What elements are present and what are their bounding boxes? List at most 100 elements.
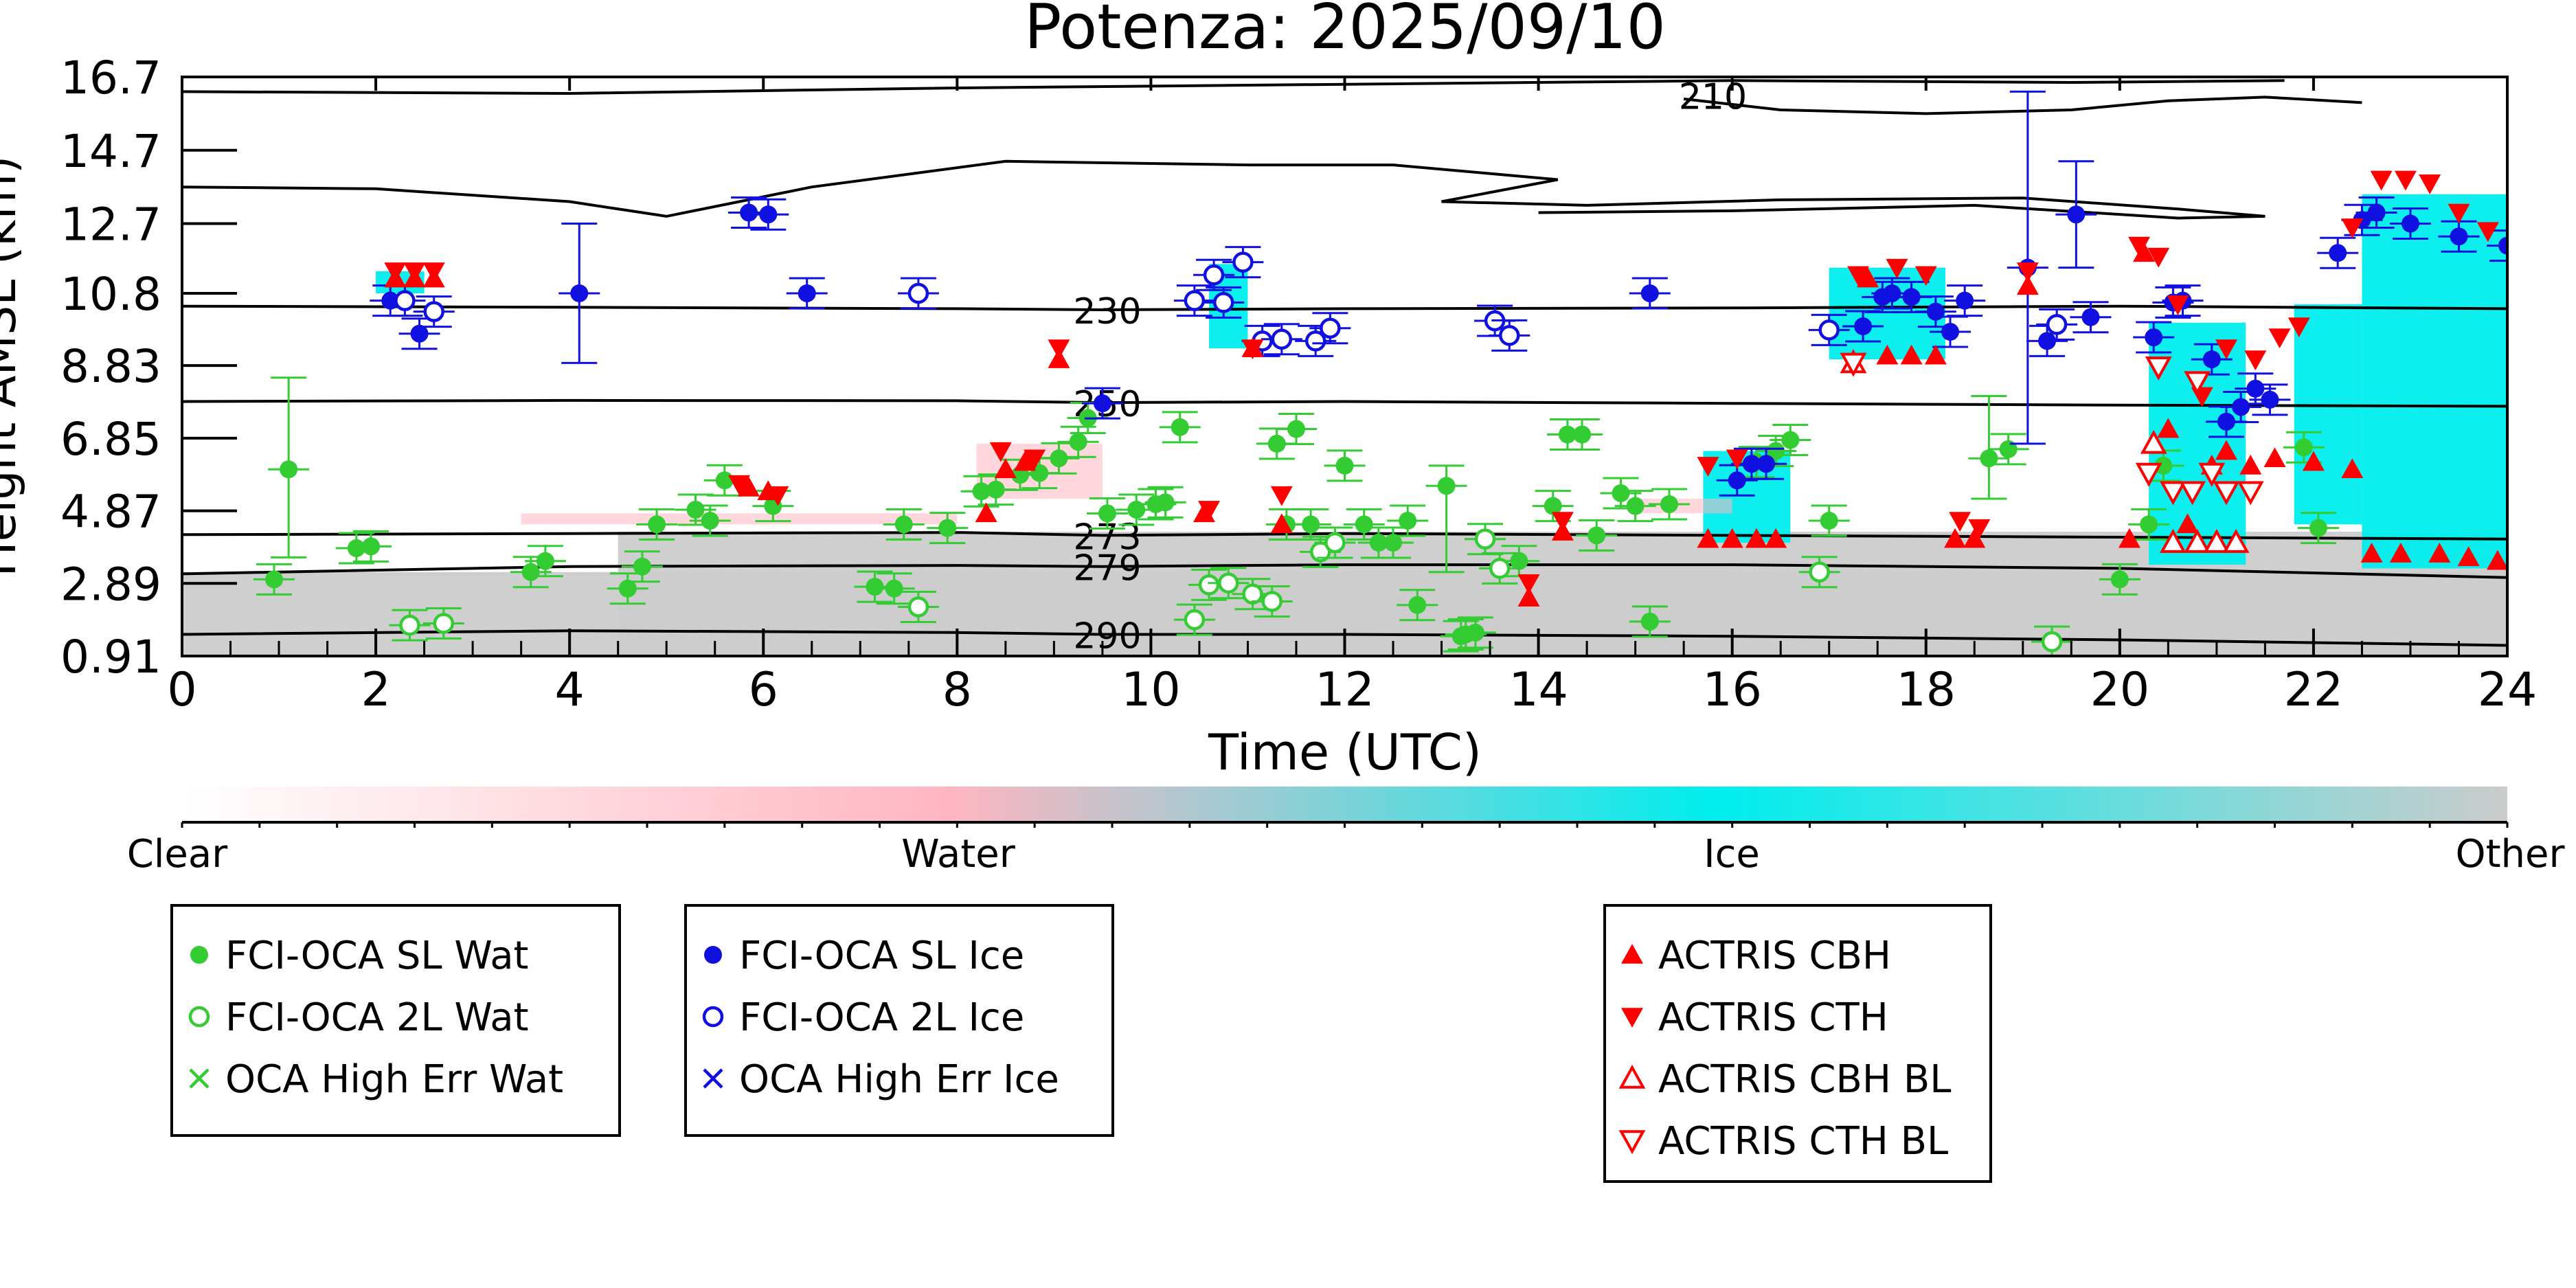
data-point — [1267, 434, 1286, 453]
data-point — [1809, 561, 1830, 583]
legend-marker — [188, 1006, 210, 1028]
data-point — [2160, 481, 2187, 506]
data-point — [403, 262, 426, 282]
colorbar-label-water: Water — [901, 832, 1016, 877]
data-point — [1517, 587, 1540, 607]
x-tick-label: 18 — [1896, 663, 1956, 717]
y-tick-label: 12.7 — [60, 199, 161, 251]
x-axis-label: Time (UTC) — [1208, 723, 1482, 781]
data-point — [2167, 295, 2189, 316]
data-point — [433, 613, 455, 634]
y-tick-label: 8.83 — [60, 340, 161, 393]
data-point — [2140, 429, 2167, 454]
x-axis: 0 2 4 6 8 10 12 14 16 18 20 22 24 — [167, 77, 2537, 717]
contour-line — [182, 304, 2507, 312]
colorbar-gradient — [182, 787, 2507, 822]
legend-marker — [702, 1006, 724, 1028]
legend-frame — [1603, 904, 1992, 1183]
data-point — [1818, 319, 1840, 341]
data-point — [1640, 612, 1659, 631]
y-tick-label: 6.85 — [60, 413, 161, 466]
data-point — [2287, 317, 2310, 338]
data-point — [740, 203, 758, 222]
y-axis: 0.91 2.89 4.87 6.85 8.83 10.8 12.7 14.7 16.7 — [60, 52, 237, 683]
marker-stroke — [189, 1068, 210, 1089]
data-point — [1757, 455, 1776, 473]
data-point — [2215, 339, 2237, 360]
data-point — [1745, 528, 1767, 548]
data-point — [885, 579, 903, 598]
data-point — [422, 262, 445, 282]
legend-marker — [1621, 1008, 1643, 1028]
data-point — [1588, 526, 1606, 545]
data-point — [2184, 528, 2211, 553]
data-point — [1184, 290, 1206, 311]
contour-label: 230 — [1073, 291, 1141, 332]
data-point — [907, 282, 929, 304]
data-point — [1499, 325, 1520, 346]
x-tick-label: 24 — [2478, 663, 2538, 717]
data-point — [2179, 481, 2206, 506]
data-point — [1517, 574, 1540, 594]
data-point — [1963, 528, 1986, 548]
x-tick-label: 12 — [1315, 663, 1375, 717]
data-point — [1697, 457, 1719, 477]
data-point — [2389, 543, 2412, 563]
legend-label: OCA High Err Ice — [739, 1057, 1059, 1102]
data-point — [2147, 247, 2170, 268]
data-point — [798, 284, 816, 302]
x-tick-label: 10 — [1121, 663, 1181, 717]
data-point — [1728, 471, 1746, 490]
data-point — [2046, 314, 2068, 335]
data-point — [1261, 591, 1283, 612]
data-point — [1510, 552, 1528, 570]
x-tick-label: 20 — [2090, 663, 2150, 717]
data-point — [2263, 447, 2286, 468]
data-point — [1854, 317, 1873, 336]
data-point — [686, 500, 705, 519]
legend-frame — [170, 904, 621, 1137]
data-point — [2157, 418, 2180, 438]
legend-marker — [190, 946, 208, 964]
mask-region-ice — [2294, 304, 2362, 525]
contour-line — [182, 531, 2507, 541]
data-point — [394, 290, 416, 311]
data-point — [975, 502, 997, 523]
data-point — [1384, 534, 1403, 552]
data-point — [1980, 449, 1998, 468]
data-point — [1900, 344, 1923, 365]
data-point — [536, 552, 554, 570]
data-point — [648, 515, 666, 534]
data-point — [701, 511, 719, 530]
contour-line — [182, 79, 2285, 95]
data-point — [1544, 497, 1562, 515]
legend-label: OCA High Err Wat — [225, 1057, 563, 1102]
data-point — [1466, 623, 1484, 642]
data-point — [1926, 302, 1945, 321]
data-point — [1198, 501, 1221, 521]
legend-box-2: FCI-OCA SL Ice FCI-OCA 2L Ice OCA High Err… — [684, 904, 1114, 1137]
data-point — [2341, 218, 2364, 238]
data-point — [1324, 532, 1346, 554]
data-point — [384, 262, 407, 282]
data-point — [1721, 528, 1743, 548]
data-point — [2419, 174, 2441, 194]
data-point — [1944, 528, 1967, 548]
data-point — [2176, 513, 2199, 534]
data-point — [2202, 350, 2221, 369]
data-point — [1048, 339, 1070, 360]
legend-label: FCI-OCA 2L Wat — [225, 995, 529, 1040]
x-tick-label: 6 — [749, 663, 778, 717]
series-layer — [253, 90, 2507, 656]
data-point — [1883, 284, 1901, 302]
series-fci-oca-2l-ice — [384, 246, 2078, 357]
data-point — [2135, 462, 2162, 487]
legend-label: FCI-OCA SL Wat — [225, 934, 529, 978]
data-point — [1355, 515, 1373, 534]
data-point — [767, 486, 789, 506]
marker-stroke — [703, 1068, 723, 1089]
mask-region-water — [521, 513, 958, 525]
data-point — [347, 539, 365, 558]
data-point — [1573, 425, 1592, 444]
